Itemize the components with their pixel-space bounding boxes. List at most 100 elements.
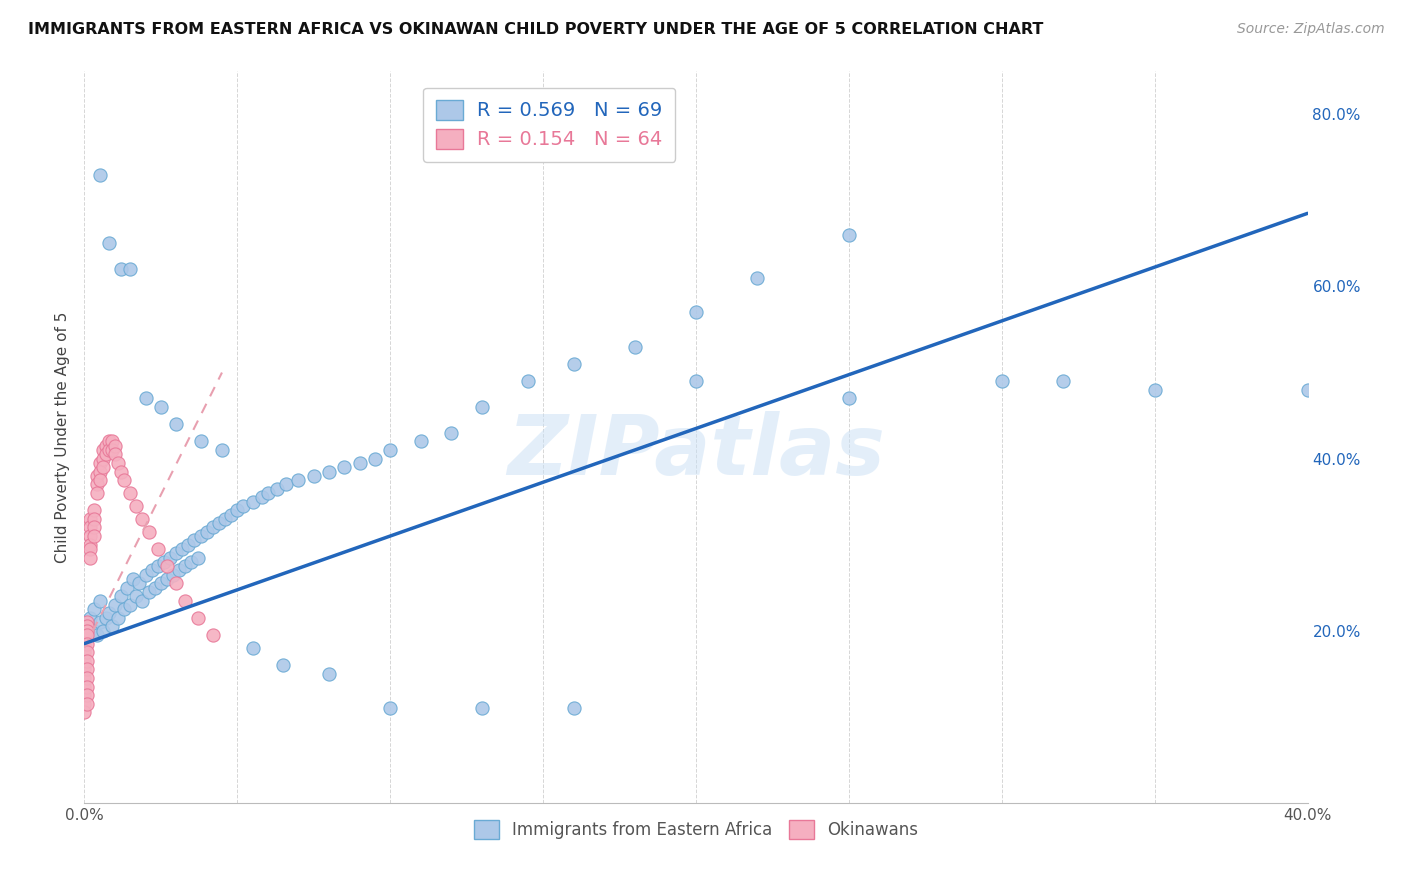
Point: [120, 598, 142, 612]
Point: [79, 611, 101, 625]
Text: IMMIGRANTS FROM EASTERN AFRICA VS OKINAWAN CHILD POVERTY UNDER THE AGE OF 5 CORR: IMMIGRANTS FROM EASTERN AFRICA VS OKINAW…: [28, 22, 1043, 37]
Point: [172, 541, 194, 556]
Point: [516, 374, 538, 388]
Point: [79, 520, 101, 534]
Point: [201, 628, 224, 642]
Point: [76, 697, 98, 711]
Point: [226, 503, 249, 517]
Point: [104, 439, 127, 453]
Point: [83, 624, 105, 638]
Point: [364, 451, 387, 466]
Point: [94, 439, 117, 453]
Point: [79, 512, 101, 526]
Point: [79, 538, 101, 552]
Point: [318, 465, 340, 479]
Point: [101, 619, 124, 633]
Point: [1052, 374, 1074, 388]
Point: [89, 456, 111, 470]
Point: [120, 486, 142, 500]
Point: [83, 512, 105, 526]
Point: [190, 529, 212, 543]
Point: [76, 619, 98, 633]
Point: [1143, 383, 1166, 397]
Point: [115, 581, 138, 595]
Point: [107, 611, 129, 625]
Point: [156, 559, 179, 574]
Point: [141, 564, 163, 578]
Point: [76, 662, 98, 676]
Point: [135, 392, 157, 406]
Point: [380, 701, 402, 715]
Point: [97, 434, 120, 449]
Point: [104, 598, 127, 612]
Point: [83, 503, 105, 517]
Point: [76, 628, 98, 642]
Point: [89, 465, 111, 479]
Point: [110, 465, 132, 479]
Point: [73, 680, 96, 694]
Point: [83, 529, 105, 543]
Point: [110, 262, 132, 277]
Point: [190, 434, 212, 449]
Point: [73, 671, 96, 685]
Point: [208, 516, 231, 530]
Point: [149, 576, 172, 591]
Point: [153, 555, 176, 569]
Point: [76, 624, 98, 638]
Point: [73, 645, 96, 659]
Point: [91, 442, 114, 457]
Text: ZIPatlas: ZIPatlas: [508, 411, 884, 492]
Point: [76, 680, 98, 694]
Point: [73, 632, 96, 647]
Point: [333, 460, 356, 475]
Point: [76, 671, 98, 685]
Legend: Immigrants from Eastern Africa, Okinawans: Immigrants from Eastern Africa, Okinawan…: [467, 814, 925, 846]
Point: [174, 593, 197, 607]
Point: [471, 400, 494, 414]
Point: [86, 468, 108, 483]
Point: [149, 400, 172, 414]
Point: [242, 494, 264, 508]
Point: [73, 662, 96, 676]
Point: [146, 559, 169, 574]
Point: [112, 602, 135, 616]
Point: [211, 442, 233, 457]
Point: [89, 593, 111, 607]
Point: [89, 473, 111, 487]
Point: [302, 468, 325, 483]
Point: [97, 607, 120, 621]
Point: [83, 602, 105, 616]
Point: [159, 550, 181, 565]
Point: [991, 374, 1014, 388]
Point: [97, 236, 120, 251]
Point: [125, 589, 148, 603]
Point: [120, 262, 142, 277]
Point: [747, 271, 769, 285]
Point: [471, 701, 494, 715]
Point: [91, 460, 114, 475]
Point: [101, 442, 124, 457]
Point: [318, 666, 340, 681]
Point: [838, 227, 860, 242]
Point: [86, 477, 108, 491]
Point: [156, 572, 179, 586]
Point: [685, 374, 707, 388]
Point: [86, 628, 108, 642]
Point: [276, 477, 298, 491]
Point: [165, 417, 187, 432]
Point: [86, 486, 108, 500]
Point: [440, 425, 463, 440]
Point: [91, 624, 114, 638]
Point: [266, 482, 288, 496]
Point: [624, 340, 647, 354]
Point: [122, 572, 145, 586]
Point: [162, 567, 184, 582]
Point: [110, 589, 132, 603]
Point: [177, 538, 200, 552]
Point: [186, 611, 208, 625]
Point: [242, 640, 264, 655]
Point: [76, 645, 98, 659]
Y-axis label: Child Poverty Under the Age of 5: Child Poverty Under the Age of 5: [55, 311, 70, 563]
Point: [107, 456, 129, 470]
Point: [76, 637, 98, 651]
